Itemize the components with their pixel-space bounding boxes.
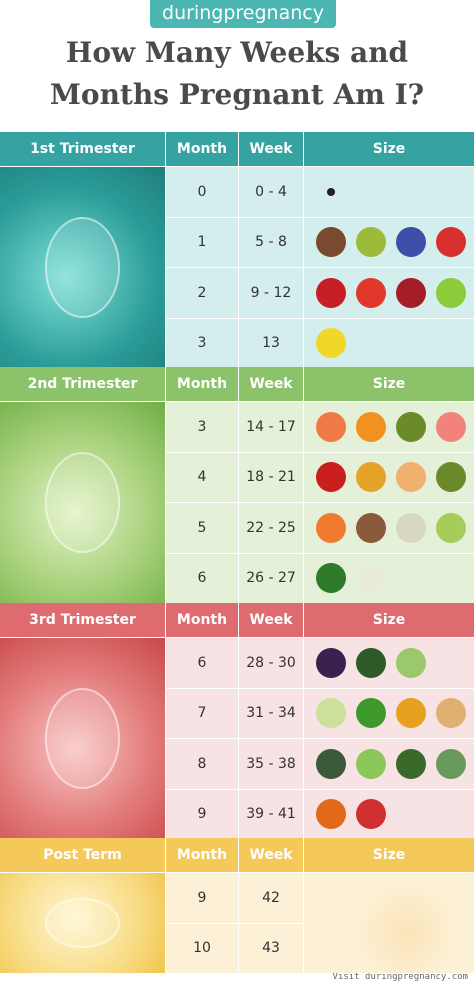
fetus-silhouette: [45, 688, 120, 789]
fruit-icon: [356, 748, 386, 779]
column-header: Size: [304, 838, 474, 872]
fruit-icon: [356, 227, 386, 258]
month-cell: 6: [166, 553, 238, 603]
section-header: 2nd Trimester: [0, 367, 165, 401]
section-header: 1st Trimester: [0, 132, 165, 166]
week-cell: 0 - 4: [239, 167, 303, 217]
column-header: Month: [166, 603, 238, 637]
size-watermark: [304, 873, 474, 973]
fruit-icon: [316, 227, 346, 258]
fruit-icon: [356, 277, 386, 308]
fruit-icon: [396, 462, 426, 493]
week-cell: 13: [239, 318, 303, 368]
fruit-icon: [356, 698, 386, 729]
fruit-icon: [316, 799, 346, 830]
fruit-icon: [396, 698, 426, 729]
month-cell: 5: [166, 503, 238, 553]
footer: Visit duringpregnancy.com: [332, 972, 468, 982]
fruit-icon: [396, 512, 426, 543]
fruit-icon: [356, 411, 386, 442]
week-cell: 35 - 38: [239, 739, 303, 789]
fetus-silhouette: [45, 217, 120, 318]
fruit-icon: [356, 563, 386, 594]
fruit-icon: [436, 462, 466, 493]
month-cell: 0: [166, 167, 238, 217]
fruit-icon: [436, 411, 466, 442]
week-cell: 22 - 25: [239, 503, 303, 553]
fruit-icon: [436, 277, 466, 308]
fetus-silhouette: [45, 898, 120, 948]
week-cell: 14 - 17: [239, 402, 303, 452]
fruit-icon: [327, 187, 335, 196]
month-cell: 3: [166, 318, 238, 368]
month-cell: 2: [166, 268, 238, 318]
month-cell: 9: [166, 873, 238, 923]
column-header: Month: [166, 838, 238, 872]
fetus-silhouette: [45, 452, 120, 553]
fruit-icon: [356, 799, 386, 830]
week-cell: 31 - 34: [239, 688, 303, 738]
week-cell: 5 - 8: [239, 217, 303, 267]
fruit-icon: [436, 512, 466, 543]
week-cell: 9 - 12: [239, 268, 303, 318]
column-header: Week: [239, 367, 303, 401]
column-header: Week: [239, 132, 303, 166]
column-header: Week: [239, 603, 303, 637]
week-cell: 18 - 21: [239, 452, 303, 502]
week-cell: 43: [239, 923, 303, 973]
column-header: Size: [304, 367, 474, 401]
month-cell: 6: [166, 638, 238, 688]
fruit-icon: [356, 647, 386, 678]
fruit-icon: [356, 462, 386, 493]
fruit-icon: [316, 277, 346, 308]
week-cell: 39 - 41: [239, 789, 303, 839]
logo: duringpregnancy: [150, 0, 336, 28]
column-header: Size: [304, 603, 474, 637]
title-line: Months Pregnant Am I?: [49, 78, 425, 111]
title-line: How Many Weeks and: [65, 36, 409, 69]
fruit-icon: [316, 462, 346, 493]
section-header: 3rd Trimester: [0, 603, 165, 637]
month-cell: 4: [166, 452, 238, 502]
fruit-icon: [316, 563, 346, 594]
month-cell: 1: [166, 217, 238, 267]
month-cell: 9: [166, 789, 238, 839]
fruit-icon: [356, 512, 386, 543]
fruit-icon: [396, 748, 426, 779]
month-cell: 3: [166, 402, 238, 452]
fruit-icon: [436, 227, 466, 258]
column-header: Week: [239, 838, 303, 872]
week-cell: 28 - 30: [239, 638, 303, 688]
column-header: Month: [166, 132, 238, 166]
month-cell: 7: [166, 688, 238, 738]
fruit-icon: [396, 227, 426, 258]
fruit-icon: [396, 411, 426, 442]
fruit-icon: [316, 698, 346, 729]
fruit-icon: [396, 647, 426, 678]
fruit-icon: [316, 328, 346, 359]
fruit-icon: [316, 748, 346, 779]
month-cell: 8: [166, 739, 238, 789]
fruit-icon: [396, 277, 426, 308]
fruit-icon: [316, 512, 346, 543]
fruit-icon: [316, 411, 346, 442]
month-cell: 10: [166, 923, 238, 973]
column-header: Size: [304, 132, 474, 166]
section-header: Post Term: [0, 838, 165, 872]
fruit-icon: [436, 748, 466, 779]
week-cell: 26 - 27: [239, 553, 303, 603]
week-cell: 42: [239, 873, 303, 923]
column-header: Month: [166, 367, 238, 401]
fruit-icon: [316, 647, 346, 678]
fruit-icon: [436, 698, 466, 729]
